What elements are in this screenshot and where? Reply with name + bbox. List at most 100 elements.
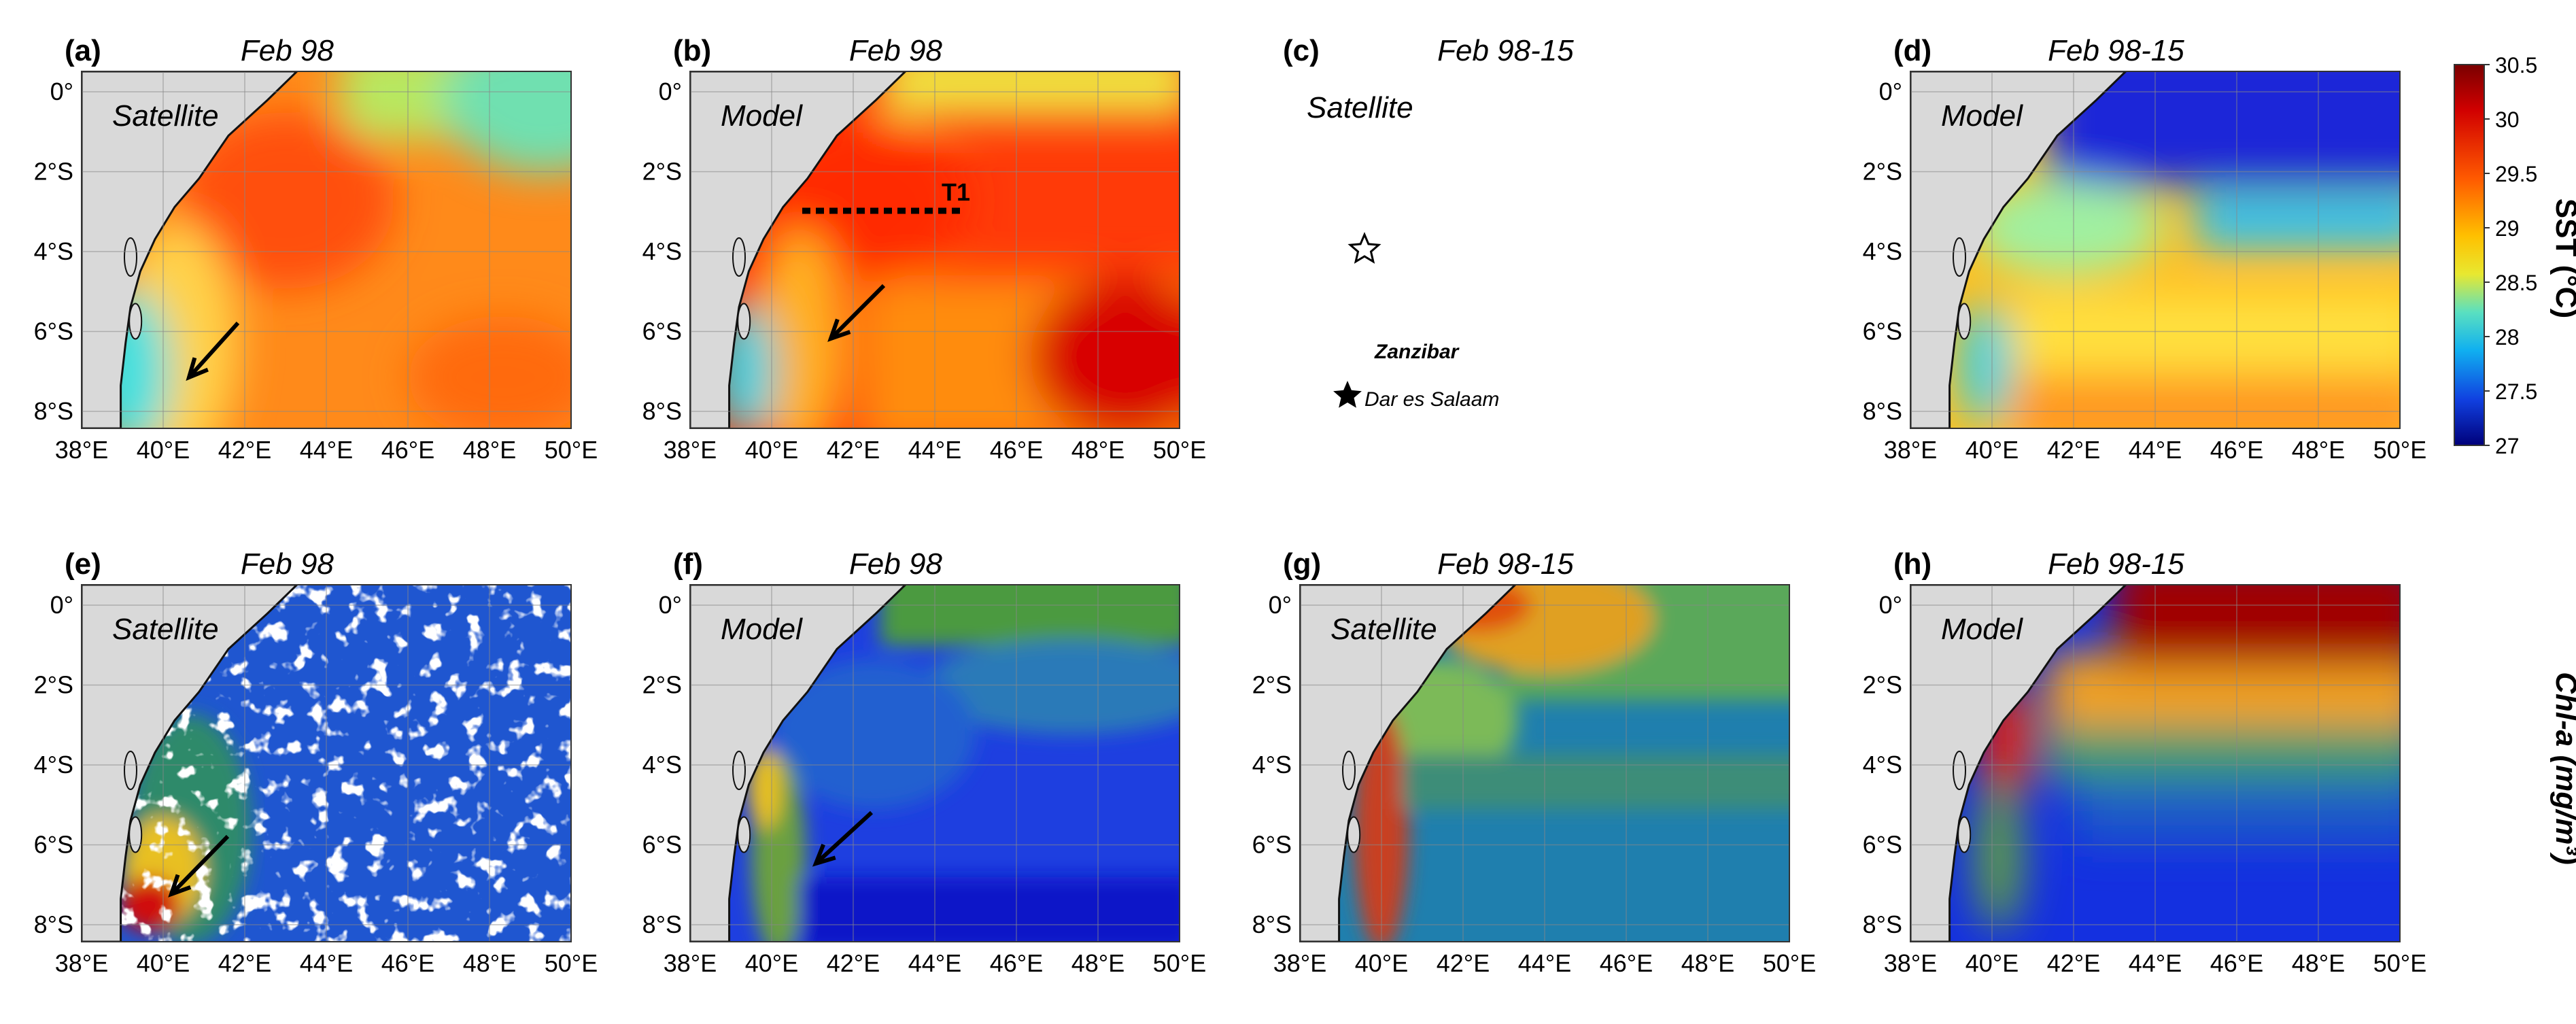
land-mask: [82, 71, 298, 428]
map-frame: [1299, 584, 1790, 942]
panel-b: (b) Feb 98 38°E 40°E 42°E 44°E 46°E 48°E 50°E 0° 2…: [642, 34, 1207, 464]
source-label: Model: [1941, 99, 2023, 133]
field-map: [82, 71, 571, 428]
x-tick-label: 44°E: [2129, 949, 2182, 977]
dar-es-salaam-star-icon: [1333, 381, 1362, 408]
source-label: Model: [721, 99, 803, 133]
panel-g: (g) Feb 98-15 38°E 40°E 42°E 44°E 46°E 48°E 50°E…: [1252, 547, 1817, 977]
panel-label: (e): [65, 547, 101, 581]
y-tick-label: 4°S: [1252, 751, 1292, 779]
zanzibar-star-icon: [1347, 232, 1381, 264]
map-frame: [689, 584, 1180, 942]
x-tick-label: 38°E: [1273, 949, 1326, 977]
source-label: Satellite: [112, 613, 219, 646]
panel-label: (d): [1893, 34, 1931, 67]
island-shape: [732, 751, 746, 790]
transect-label: T1: [942, 178, 970, 206]
panel-label: (f): [673, 547, 703, 581]
colorbar-tick: 30.5: [2495, 53, 2537, 78]
y-tick-label: 6°S: [642, 831, 682, 859]
panel-title: Feb 98: [849, 34, 943, 67]
x-tick-label: 38°E: [664, 436, 717, 464]
y-tick-label: 0°: [50, 78, 73, 105]
x-tick-label: 46°E: [381, 949, 434, 977]
x-tick-label: 48°E: [1071, 436, 1124, 464]
colorbar-tick: 27: [2495, 434, 2520, 458]
panel-a: (a) Feb 98 38°E 40°E 42°E 44°E 46°E 48°E 50°E 0° 2…: [34, 34, 598, 464]
island-shape: [732, 237, 746, 277]
x-tick-label: 42°E: [1437, 949, 1490, 977]
y-tick-label: 0°: [50, 591, 73, 619]
panel-f: (f) Feb 98 38°E 40°E 42°E 44°E 46°E 48°E 50°E 0° 2…: [642, 547, 1207, 977]
x-tick-label: 38°E: [1884, 436, 1937, 464]
y-tick-label: 6°S: [642, 318, 682, 345]
x-tick-label: 44°E: [300, 949, 353, 977]
y-tick-label: 8°S: [642, 397, 682, 425]
x-tick-label: 50°E: [545, 436, 598, 464]
x-tick-label: 48°E: [1071, 949, 1124, 977]
arrow-icon: [168, 834, 230, 898]
x-tick-label: 44°E: [1518, 949, 1571, 977]
x-tick-label: 46°E: [990, 949, 1043, 977]
y-tick-label: 6°S: [34, 831, 73, 859]
x-tick-label: 46°E: [2210, 436, 2263, 464]
arrow-icon: [812, 810, 874, 867]
source-label: Satellite: [112, 99, 219, 133]
x-tick-label: 44°E: [908, 436, 961, 464]
y-tick-label: 0°: [1269, 591, 1292, 619]
y-tick-label: 8°S: [1252, 910, 1292, 938]
y-tick-label: 0°: [659, 78, 682, 105]
x-tick-label: 48°E: [463, 436, 516, 464]
y-tick-label: 2°S: [1252, 671, 1292, 699]
y-tick-label: 8°S: [1863, 397, 1902, 425]
y-tick-label: 8°S: [1863, 910, 1902, 938]
y-tick-label: 4°S: [34, 237, 73, 265]
y-tick-label: 4°S: [642, 237, 682, 265]
field-map: [690, 585, 1180, 942]
y-tick-label: 2°S: [34, 671, 73, 699]
place-label-city: Dar es Salaam: [1364, 388, 1499, 411]
x-tick-label: 42°E: [218, 949, 271, 977]
x-tick-label: 42°E: [2047, 949, 2100, 977]
arrow-icon: [827, 284, 886, 342]
panel-label: (c): [1283, 34, 1320, 67]
y-tick-label: 0°: [659, 591, 682, 619]
y-tick-label: 8°S: [34, 910, 73, 938]
island-shape: [128, 816, 143, 853]
island-shape: [1957, 303, 1972, 340]
panel-d: (d) Feb 98-15 38°E 40°E 42°E 44°E 46°E 48°E 50°E…: [1863, 34, 2427, 464]
panel-title: Feb 98: [241, 547, 334, 581]
x-tick-label: 40°E: [1355, 949, 1408, 977]
y-tick-label: 4°S: [642, 751, 682, 779]
x-tick-label: 44°E: [300, 436, 353, 464]
island-shape: [124, 237, 137, 277]
x-tick-label: 40°E: [1965, 436, 2019, 464]
colorbar-tick: 29.5: [2495, 162, 2537, 186]
panel-title: Feb 98: [849, 547, 943, 581]
panel-label: (b): [673, 34, 711, 67]
island-shape: [1342, 751, 1356, 790]
colorbar-title: SST (°C): [2549, 199, 2576, 318]
panel-c: (c) Feb 98-15 Satellite Zanzibar Dar es Sala…: [1283, 34, 1574, 411]
map-frame: [689, 71, 1180, 429]
x-tick-label: 42°E: [827, 949, 880, 977]
y-tick-label: 8°S: [34, 397, 73, 425]
y-tick-label: 6°S: [34, 318, 73, 345]
land-mask: [1910, 585, 2127, 942]
island-shape: [1957, 816, 1972, 853]
source-label: Satellite: [1330, 613, 1437, 646]
island-shape: [128, 303, 143, 340]
panel-title: Feb 98-15: [2048, 547, 2184, 581]
land-mask: [1300, 585, 1517, 942]
colorbar-tick: 28.5: [2495, 271, 2537, 295]
x-tick-label: 48°E: [463, 949, 516, 977]
y-tick-label: 2°S: [642, 158, 682, 186]
x-tick-label: 50°E: [1153, 949, 1206, 977]
y-tick-label: 6°S: [1863, 831, 1902, 859]
island-shape: [737, 303, 751, 340]
y-tick-label: 0°: [1879, 591, 1902, 619]
x-tick-label: 40°E: [137, 949, 190, 977]
x-tick-label: 48°E: [1681, 949, 1734, 977]
panel-h: (h) Feb 98-15 38°E 40°E 42°E 44°E 46°E 48°E 50°E…: [1863, 547, 2427, 977]
field-map: [82, 585, 571, 942]
